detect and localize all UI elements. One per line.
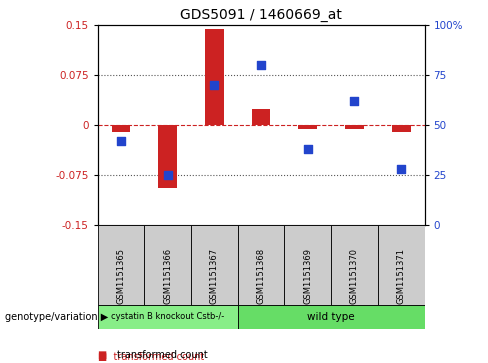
Text: ■: ■ bbox=[98, 350, 107, 360]
Bar bbox=[205, 29, 224, 125]
Text: GSM1151367: GSM1151367 bbox=[210, 248, 219, 304]
Point bbox=[350, 98, 358, 104]
Text: GSM1151366: GSM1151366 bbox=[163, 248, 172, 304]
Bar bbox=[158, 125, 177, 188]
Text: GSM1151370: GSM1151370 bbox=[350, 248, 359, 304]
Bar bbox=[285, 225, 331, 305]
Point bbox=[164, 172, 172, 178]
Bar bbox=[378, 225, 425, 305]
Text: GSM1151365: GSM1151365 bbox=[117, 248, 125, 304]
Point bbox=[210, 82, 218, 88]
Bar bbox=[392, 125, 410, 132]
Text: wild type: wild type bbox=[307, 312, 355, 322]
Bar bbox=[238, 305, 425, 329]
Text: GSM1151371: GSM1151371 bbox=[397, 248, 406, 304]
Text: ■  transformed count: ■ transformed count bbox=[98, 352, 204, 362]
Text: GSM1151368: GSM1151368 bbox=[257, 248, 265, 304]
Point bbox=[257, 62, 265, 68]
Bar bbox=[345, 125, 364, 129]
Title: GDS5091 / 1460669_at: GDS5091 / 1460669_at bbox=[180, 8, 342, 22]
Bar bbox=[331, 225, 378, 305]
Text: transformed count: transformed count bbox=[117, 350, 208, 360]
Bar bbox=[112, 125, 130, 132]
Point bbox=[397, 166, 405, 172]
Text: cystatin B knockout Cstb-/-: cystatin B knockout Cstb-/- bbox=[111, 312, 224, 321]
Text: GSM1151369: GSM1151369 bbox=[303, 248, 312, 304]
Bar bbox=[98, 225, 144, 305]
Bar bbox=[299, 125, 317, 129]
Bar bbox=[98, 305, 238, 329]
Point bbox=[304, 146, 312, 152]
Bar bbox=[252, 109, 270, 125]
Bar bbox=[238, 225, 285, 305]
Point bbox=[117, 138, 125, 144]
Bar bbox=[191, 225, 238, 305]
Bar bbox=[144, 225, 191, 305]
Text: genotype/variation ▶: genotype/variation ▶ bbox=[5, 312, 108, 322]
